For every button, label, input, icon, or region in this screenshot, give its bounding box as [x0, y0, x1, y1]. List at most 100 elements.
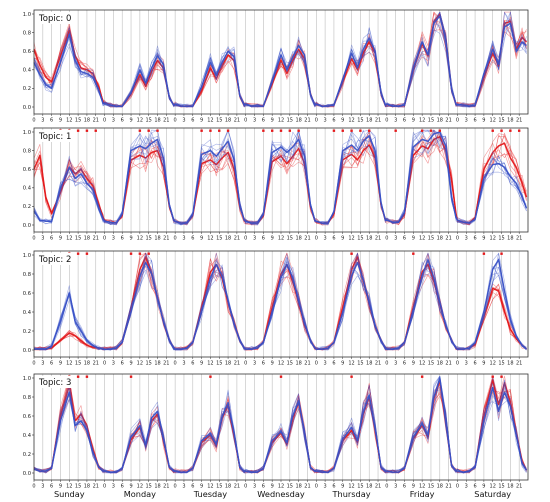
x-tick-label: 15	[498, 118, 504, 124]
x-tick-label: 0	[103, 484, 106, 490]
significance-marker	[491, 129, 494, 132]
x-tick-label: 18	[154, 484, 160, 490]
x-tick-label: 0	[32, 361, 35, 367]
y-tick-label: 0.6	[23, 414, 31, 420]
y-tick-label: 0.6	[23, 167, 31, 173]
significance-marker	[332, 129, 336, 132]
x-tick-label: 3	[41, 361, 44, 367]
x-tick-label: 9	[129, 361, 132, 367]
significance-marker	[85, 252, 89, 255]
x-tick-label: 3	[253, 118, 256, 124]
x-tick-label: 6	[332, 361, 335, 367]
x-tick-label: 18	[295, 236, 301, 242]
series-line	[33, 378, 527, 474]
x-tick-label: 6	[403, 361, 406, 367]
significance-marker	[500, 252, 503, 255]
x-tick-label: 3	[253, 484, 256, 490]
series-line	[33, 11, 527, 108]
series-line	[33, 129, 527, 226]
y-tick-label: 0.4	[23, 68, 32, 74]
significance-marker	[420, 129, 424, 132]
x-tick-label: 6	[473, 361, 476, 367]
y-tick-label: 0.8	[23, 148, 31, 154]
x-tick-label: 3	[112, 361, 115, 367]
significance-marker	[76, 252, 80, 255]
x-tick-label: 6	[121, 118, 124, 124]
y-tick-label: 1.0	[23, 130, 31, 136]
x-tick-label: 21	[234, 236, 240, 242]
x-tick-label: 15	[145, 484, 151, 490]
x-tick-label: 6	[332, 484, 335, 490]
x-tick-label: 21	[516, 361, 522, 367]
x-tick-label: 0	[174, 118, 177, 124]
x-tick-label: 18	[437, 361, 443, 367]
x-tick-label: 3	[324, 484, 327, 490]
x-tick-label: 12	[490, 484, 496, 490]
series-line	[33, 252, 527, 351]
significance-marker	[517, 129, 521, 132]
x-tick-label: 21	[516, 484, 522, 490]
day-label: Sunday	[54, 489, 85, 499]
x-tick-label: 3	[394, 118, 397, 124]
x-tick-label: 12	[207, 361, 213, 367]
y-tick-label: 0.2	[23, 204, 31, 210]
day-label: Thursday	[332, 489, 371, 499]
x-tick-label: 0	[385, 361, 388, 367]
x-tick-label: 18	[225, 118, 231, 124]
x-tick-label: 0	[244, 361, 247, 367]
series-line	[33, 252, 527, 351]
significance-marker	[394, 129, 397, 132]
series-line	[33, 381, 527, 474]
x-tick-label: 9	[482, 361, 485, 367]
series-line	[33, 252, 527, 351]
x-tick-label: 0	[103, 361, 106, 367]
x-tick-label: 12	[66, 118, 72, 124]
significance-marker	[279, 129, 283, 132]
x-tick-label: 9	[129, 118, 132, 124]
y-tick-label: 0.4	[23, 186, 32, 192]
x-tick-label: 21	[163, 361, 169, 367]
x-tick-label: 9	[412, 118, 415, 124]
title-backdrop	[36, 12, 72, 24]
title-backdrop	[36, 130, 72, 142]
x-tick-label: 15	[428, 484, 434, 490]
x-tick-label: 18	[84, 236, 90, 242]
series-line	[33, 252, 527, 351]
series-line	[33, 375, 527, 474]
x-tick-label: 15	[428, 118, 434, 124]
x-tick-label: 15	[216, 118, 222, 124]
significance-marker	[76, 375, 80, 378]
x-tick-label: 18	[437, 484, 443, 490]
series-line	[33, 375, 527, 474]
x-tick-label: 6	[473, 236, 476, 242]
x-tick-label: 3	[182, 484, 185, 490]
x-tick-label: 18	[507, 236, 513, 242]
x-tick-label: 18	[366, 484, 372, 490]
x-tick-label: 18	[225, 361, 231, 367]
series-line	[33, 252, 527, 351]
series-line	[33, 129, 527, 226]
x-tick-label: 18	[295, 484, 301, 490]
panel-title: Topic: 2	[38, 255, 71, 265]
panel-title: Topic: 1	[38, 132, 71, 142]
x-tick-label: 18	[84, 118, 90, 124]
x-tick-label: 12	[348, 484, 354, 490]
x-tick-label: 9	[412, 236, 415, 242]
x-tick-label: 3	[41, 236, 44, 242]
x-tick-label: 0	[174, 361, 177, 367]
x-tick-label: 6	[191, 484, 194, 490]
x-tick-label: 15	[75, 236, 81, 242]
significance-marker	[129, 252, 133, 255]
series-line	[33, 11, 527, 108]
x-tick-label: 6	[262, 484, 265, 490]
x-tick-label: 9	[200, 236, 203, 242]
significance-marker	[209, 129, 212, 132]
panel-title: Topic: 3	[38, 378, 71, 388]
series-line	[33, 26, 527, 108]
x-tick-label: 6	[473, 118, 476, 124]
x-tick-label: 18	[154, 118, 160, 124]
x-tick-label: 3	[253, 361, 256, 367]
x-tick-label: 12	[348, 236, 354, 242]
series-line	[33, 129, 527, 226]
x-tick-label: 3	[465, 118, 468, 124]
